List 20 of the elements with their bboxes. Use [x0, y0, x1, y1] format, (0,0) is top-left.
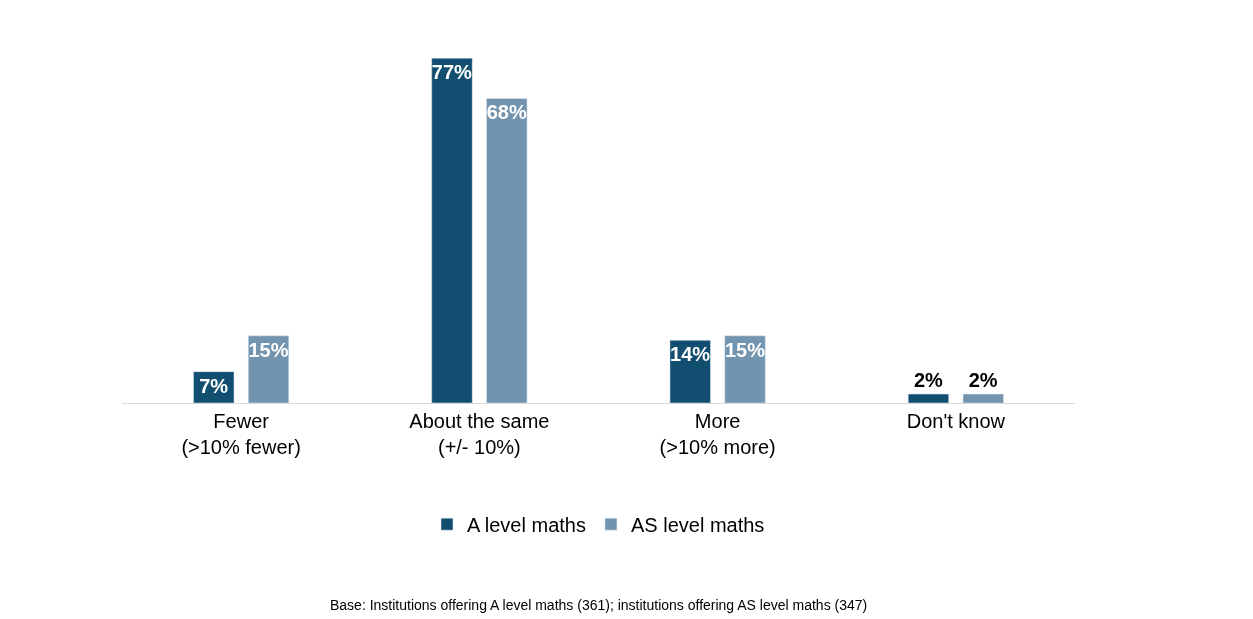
data-label: 2%	[913, 369, 944, 392]
data-label: 7%	[199, 374, 229, 397]
bar	[431, 57, 473, 403]
legend-label: A level maths	[467, 513, 586, 536]
x-tick-label: Don't know	[906, 410, 1006, 432]
data-label: 2%	[968, 369, 998, 392]
legend-label: AS level maths	[630, 513, 765, 536]
bar	[962, 393, 1004, 403]
data-label: 15%	[248, 338, 289, 361]
bar	[486, 98, 528, 403]
data-label: 15%	[724, 338, 766, 361]
bar	[724, 335, 766, 403]
data-label: 77%	[431, 61, 473, 84]
bar	[907, 393, 949, 403]
data-label: 14%	[670, 343, 711, 366]
x-tick-label: Fewer (>10% fewer)	[181, 410, 301, 458]
data-label: 68%	[486, 101, 527, 124]
text: Base: Institutions offering A level maths (361); institutions offering AS level maths (347)	[330, 597, 868, 613]
x-tick-label: More (>10% more)	[659, 410, 776, 458]
x-tick-label: About the same (+/- 10%)	[409, 410, 550, 458]
